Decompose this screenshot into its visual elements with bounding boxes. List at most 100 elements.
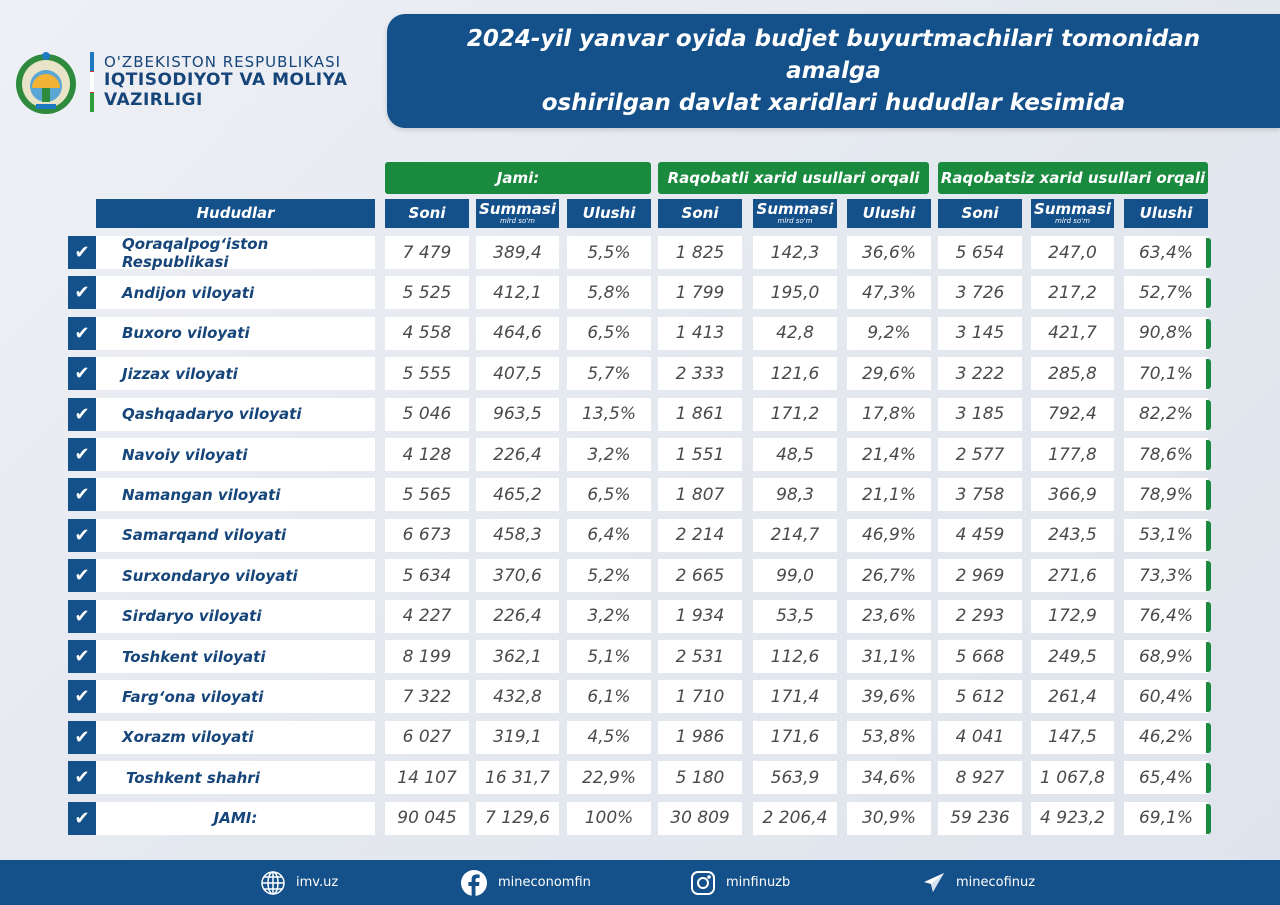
cell-soni-noncompetitive: 3 145 (938, 316, 1022, 350)
column-header-soni-noncompetitive: Soni (938, 199, 1022, 228)
cell-soni-total: 6 673 (385, 518, 469, 552)
globe-icon (261, 870, 285, 895)
cell-summasi-noncompetitive: 249,5 (1031, 640, 1114, 673)
region-name: Navoiy viloyati (96, 438, 375, 471)
region-name: Qoraqalpog‘iston Respublikasi (96, 235, 375, 271)
footer-website[interactable]: imv.uz (260, 860, 338, 905)
cell-ulushi-total: 13,5% (567, 397, 651, 431)
cell-soni-total: 7 479 (385, 236, 469, 269)
website-link[interactable]: imv.uz (296, 875, 339, 890)
column-header-ulushi-noncompetitive: Ulushi (1124, 199, 1208, 228)
footer-telegram[interactable]: minecofinuz (922, 860, 1035, 905)
region-name: Namangan viloyati (96, 478, 375, 512)
cell-ulushi-total: 100% (567, 801, 651, 835)
cell-soni-competitive: 5 180 (658, 761, 742, 795)
footer-instagram[interactable]: minfinuzb (690, 860, 790, 905)
cell-summasi-noncompetitive: 261,4 (1031, 680, 1114, 714)
row-accent-tab (1206, 722, 1211, 753)
group-header-competitive: Raqobatli xarid usullari orqali (658, 162, 929, 194)
checkmark-icon: ✔ (68, 559, 100, 593)
instagram-link[interactable]: minfinuzb (726, 875, 791, 890)
cell-soni-competitive: 1 799 (658, 276, 742, 310)
region-name: JAMI: (96, 801, 375, 835)
checkmark-icon: ✔ (68, 478, 100, 512)
cell-soni-competitive: 1 934 (658, 599, 742, 633)
cell-summasi-competitive: 171,4 (753, 680, 837, 714)
facebook-link[interactable]: mineconomfin (498, 875, 591, 890)
column-header-ulushi-total: Ulushi (567, 199, 651, 228)
cell-soni-noncompetitive: 3 222 (938, 357, 1022, 391)
cell-soni-noncompetitive: 3 185 (938, 397, 1022, 431)
cell-summasi-competitive: 112,6 (753, 640, 837, 673)
column-header-soni-total: Soni (385, 199, 469, 228)
table-row: ✔ Qashqadaryo viloyati 5 046 963,5 13,5% 1 86… (68, 397, 1218, 431)
cell-summasi-total: 362,1 (476, 640, 559, 673)
cell-ulushi-noncompetitive: 82,2% (1124, 397, 1208, 431)
table-row: ✔ Sirdaryo viloyati 4 227 226,4 3,2% 1 934 53,… (68, 599, 1218, 633)
cell-soni-noncompetitive: 59 236 (938, 801, 1022, 835)
table-row: ✔ Xorazm viloyati 6 027 319,1 4,5% 1 986 171,6… (68, 720, 1218, 754)
row-accent-tab (1206, 601, 1211, 632)
cell-ulushi-competitive: 23,6% (847, 599, 931, 633)
cell-soni-competitive: 2 214 (658, 518, 742, 552)
cell-summasi-noncompetitive: 366,9 (1031, 478, 1114, 512)
cell-summasi-competitive: 99,0 (753, 559, 837, 593)
cell-soni-noncompetitive: 3 726 (938, 276, 1022, 310)
row-accent-tab (1206, 642, 1211, 672)
cell-summasi-competitive: 171,6 (753, 720, 837, 754)
cell-ulushi-total: 6,5% (567, 478, 651, 512)
checkmark-icon: ✔ (68, 720, 100, 754)
cell-soni-competitive: 1 807 (658, 478, 742, 512)
cell-summasi-noncompetitive: 177,8 (1031, 438, 1114, 471)
cell-ulushi-total: 4,5% (567, 720, 651, 754)
group-header-noncompetitive: Raqobatsiz xarid usullari orqali (938, 162, 1208, 194)
cell-soni-total: 4 227 (385, 599, 469, 633)
row-accent-tab (1206, 763, 1211, 794)
cell-summasi-noncompetitive: 285,8 (1031, 357, 1114, 391)
cell-summasi-total: 963,5 (476, 397, 559, 431)
cell-ulushi-noncompetitive: 78,6% (1124, 438, 1208, 471)
row-accent-tab (1206, 278, 1211, 309)
cell-ulushi-noncompetitive: 63,4% (1124, 236, 1208, 269)
cell-ulushi-competitive: 47,3% (847, 276, 931, 310)
flag-color-bar (90, 52, 94, 112)
cell-ulushi-competitive: 39,6% (847, 680, 931, 714)
cell-soni-total: 4 128 (385, 438, 469, 471)
cell-ulushi-total: 6,4% (567, 518, 651, 552)
telegram-link[interactable]: minecofinuz (956, 875, 1036, 890)
cell-summasi-noncompetitive: 1 067,8 (1031, 761, 1114, 795)
column-header-regions: Hududlar (96, 199, 375, 228)
checkmark-icon: ✔ (68, 236, 100, 269)
cell-ulushi-total: 6,1% (567, 680, 651, 714)
region-name: Surxondaryo viloyati (96, 559, 375, 593)
row-accent-tab (1206, 682, 1211, 713)
region-name: Farg‘ona viloyati (96, 680, 375, 714)
title-line2: oshirilgan davlat xaridlari hududlar kes… (541, 90, 1126, 117)
region-name: Samarqand viloyati (96, 518, 375, 552)
cell-soni-total: 6 027 (385, 720, 469, 754)
table-row: ✔ Navoiy viloyati 4 128 226,4 3,2% 1 551 48,5 2… (68, 438, 1218, 471)
cell-summasi-total: 458,3 (476, 518, 559, 552)
cell-summasi-competitive: 214,7 (753, 518, 837, 552)
cell-summasi-noncompetitive: 217,2 (1031, 276, 1114, 310)
table-row: ✔ Qoraqalpog‘iston Respublikasi 7 479 389,4… (68, 235, 1218, 271)
table-row-total: ✔ JAMI: 90 045 7 129,6 100% 30 809 2 206,4 30,9… (68, 801, 1218, 835)
table-row: ✔ Toshkent shahri 14 107 16 31,7 22,9% 5 180 5… (68, 761, 1218, 795)
checkmark-icon: ✔ (68, 801, 100, 835)
row-accent-tab (1206, 359, 1211, 390)
cell-soni-competitive: 1 551 (658, 438, 742, 471)
cell-ulushi-competitive: 34,6% (847, 761, 931, 795)
cell-soni-noncompetitive: 2 577 (938, 438, 1022, 471)
cell-summasi-competitive: 2 206,4 (753, 801, 837, 835)
org-name-line3: VAZIRLIGI (104, 89, 203, 110)
checkmark-icon: ✔ (68, 680, 100, 714)
checkmark-icon: ✔ (68, 357, 100, 391)
cell-soni-total: 7 322 (385, 680, 469, 714)
column-header-soni-competitive: Soni (658, 199, 742, 228)
footer-facebook[interactable]: mineconomfin (460, 860, 591, 905)
cell-ulushi-competitive: 30,9% (847, 801, 931, 835)
org-name-line2: IQTISODIYOT VA MOLIYA (104, 70, 348, 91)
cell-soni-total: 5 565 (385, 478, 469, 512)
cell-summasi-total: 465,2 (476, 478, 559, 512)
cell-summasi-noncompetitive: 147,5 (1031, 720, 1114, 754)
